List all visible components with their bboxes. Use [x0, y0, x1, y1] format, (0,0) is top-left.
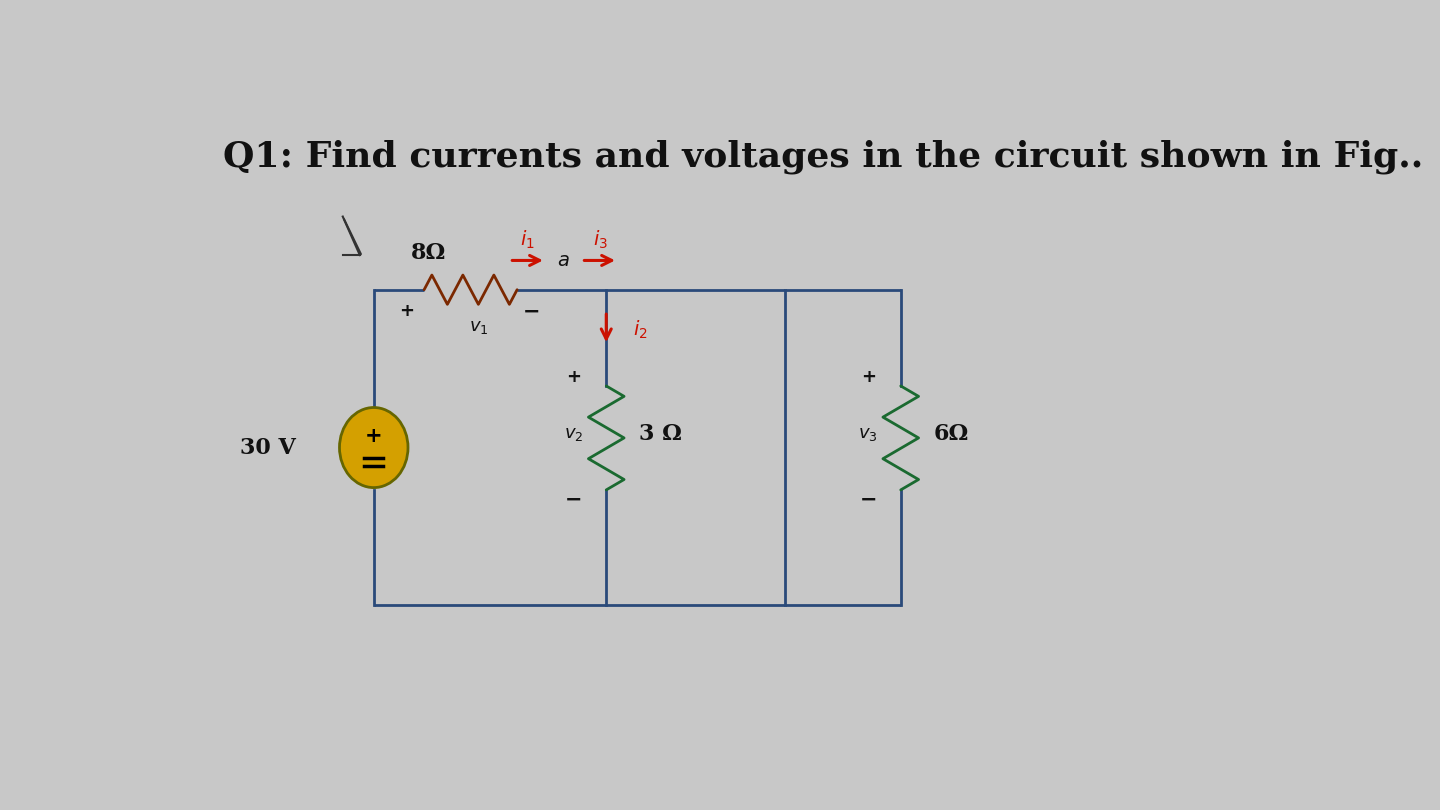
Text: +: +: [861, 368, 876, 386]
Text: −: −: [860, 489, 877, 509]
Text: $a$: $a$: [557, 251, 570, 270]
Text: $v_1$: $v_1$: [468, 318, 488, 335]
Text: +: +: [364, 426, 383, 446]
Ellipse shape: [340, 407, 408, 488]
Text: $v_2$: $v_2$: [564, 425, 583, 443]
Text: +: +: [399, 302, 415, 320]
Text: 3 Ω: 3 Ω: [639, 423, 681, 445]
Text: −: −: [564, 489, 582, 509]
Text: −: −: [523, 301, 540, 322]
Text: Q1: Find currents and voltages in the circuit shown in Fig..: Q1: Find currents and voltages in the ci…: [223, 139, 1423, 174]
Text: 6Ω: 6Ω: [933, 423, 969, 445]
Text: 8Ω: 8Ω: [410, 241, 445, 264]
Text: $v_3$: $v_3$: [858, 425, 878, 443]
Text: $i_1$: $i_1$: [520, 228, 534, 251]
Text: $i_2$: $i_2$: [634, 318, 648, 341]
Text: 30 V: 30 V: [240, 437, 297, 458]
Text: $i_3$: $i_3$: [593, 228, 608, 251]
Text: +: +: [566, 368, 582, 386]
